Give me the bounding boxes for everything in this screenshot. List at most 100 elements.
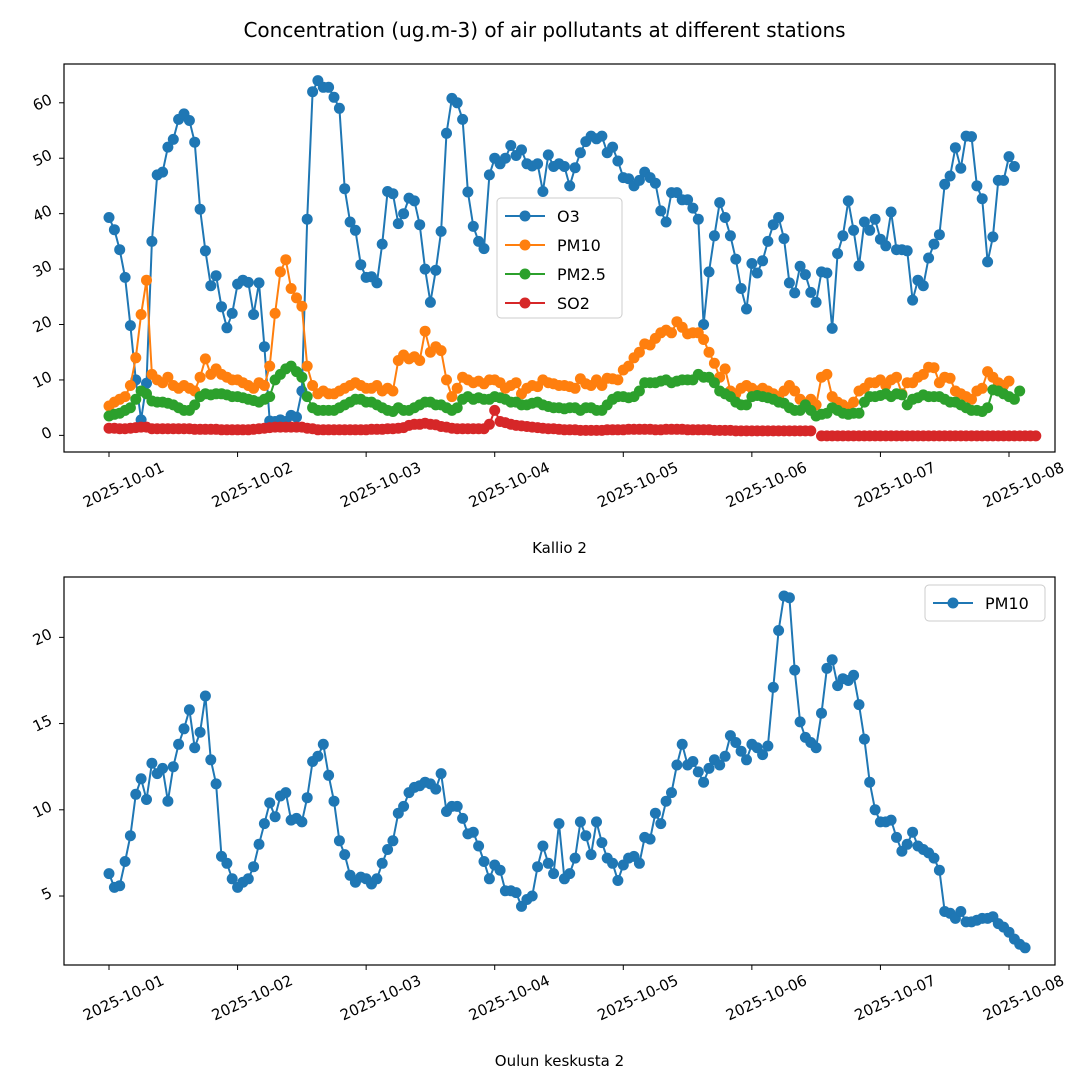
data-point — [1008, 161, 1020, 172]
data-point — [371, 277, 383, 289]
x-axis-label: Oulun keskusta 2 — [495, 1052, 624, 1070]
data-point — [124, 380, 136, 391]
data-point — [451, 800, 463, 812]
data-point — [558, 161, 570, 172]
data-point — [414, 219, 426, 231]
series-pm10 — [103, 254, 1015, 414]
data-point — [167, 761, 179, 773]
data-point — [805, 425, 817, 437]
data-point — [226, 873, 238, 885]
data-point — [703, 762, 715, 774]
data-point — [451, 97, 463, 109]
data-point — [976, 382, 988, 394]
data-point — [424, 296, 436, 308]
data-point — [435, 345, 447, 357]
x-tick-label: 2025-10-08 — [980, 971, 1067, 1024]
data-point — [264, 360, 276, 372]
data-point — [703, 346, 715, 358]
legend-label: O3 — [557, 207, 580, 226]
data-point — [746, 258, 758, 269]
chart-panel-2: 5 10 15 20 2025-10-01 2025-10-02 2025-10-03 202… — [30, 576, 1067, 1070]
data-point — [810, 742, 822, 754]
data-point — [703, 266, 715, 278]
data-point — [312, 750, 324, 762]
data-point — [569, 162, 581, 174]
data-point — [773, 625, 785, 636]
x-tick-label: 2025-10-01 — [80, 971, 167, 1024]
data-point — [532, 158, 544, 170]
data-point — [864, 224, 876, 236]
data-point — [612, 875, 624, 886]
data-point — [821, 368, 833, 380]
data-point — [446, 391, 458, 403]
data-point — [114, 244, 126, 256]
data-point — [966, 131, 977, 143]
data-point — [301, 792, 313, 804]
data-point — [612, 155, 624, 167]
data-point — [285, 283, 297, 294]
data-point — [339, 183, 351, 195]
data-point — [687, 756, 699, 767]
data-point — [199, 353, 211, 365]
data-point — [928, 852, 940, 864]
x-tick-label: 2025-10-01 — [80, 458, 167, 511]
data-point — [189, 136, 201, 148]
data-point — [655, 818, 667, 830]
data-point — [741, 399, 752, 411]
y-tick-label: 40 — [30, 201, 55, 225]
data-point — [119, 391, 131, 403]
data-point — [323, 81, 335, 93]
legend-box — [496, 197, 623, 319]
data-point — [205, 280, 217, 292]
data-point — [789, 287, 801, 299]
x-tick-label: 2025-10-06 — [723, 458, 810, 511]
data-point — [585, 849, 597, 861]
data-point — [971, 180, 983, 192]
data-point — [976, 193, 988, 205]
data-point — [103, 868, 115, 880]
data-point — [1014, 385, 1026, 397]
data-point — [778, 233, 790, 245]
data-point — [205, 754, 217, 766]
series-pm10 — [103, 590, 1031, 954]
data-point — [826, 322, 838, 334]
data-point — [328, 795, 340, 807]
data-point — [141, 274, 152, 286]
data-point — [328, 91, 340, 103]
data-point — [489, 404, 501, 416]
x-tick-label: 2025-10-02 — [209, 458, 296, 511]
data-point — [537, 840, 549, 852]
data-point — [221, 322, 233, 334]
data-point — [258, 341, 270, 353]
axes-frame — [63, 576, 1056, 966]
data-point — [655, 205, 667, 217]
data-point — [730, 737, 742, 748]
data-point — [162, 371, 174, 383]
x-tick-label: 2025-10-06 — [723, 971, 810, 1024]
data-point — [671, 759, 683, 771]
data-point — [478, 856, 490, 867]
data-point — [130, 788, 142, 800]
data-point — [419, 325, 431, 337]
data-point — [435, 768, 447, 780]
data-point — [944, 372, 956, 384]
data-point — [821, 662, 833, 674]
data-point — [741, 303, 752, 315]
data-point — [998, 174, 1010, 186]
data-point — [146, 757, 158, 769]
data-point — [467, 220, 479, 232]
data-point — [810, 296, 822, 308]
data-point — [955, 906, 967, 917]
legend-marker — [519, 210, 531, 222]
data-point — [194, 726, 206, 738]
data-point — [441, 127, 452, 139]
data-point — [858, 216, 870, 228]
series-pm2-5 — [103, 360, 1026, 422]
data-point — [537, 186, 549, 197]
data-point — [548, 868, 560, 880]
data-point — [355, 259, 367, 271]
data-point — [1003, 375, 1015, 387]
data-point — [633, 174, 645, 186]
data-point — [382, 844, 394, 855]
